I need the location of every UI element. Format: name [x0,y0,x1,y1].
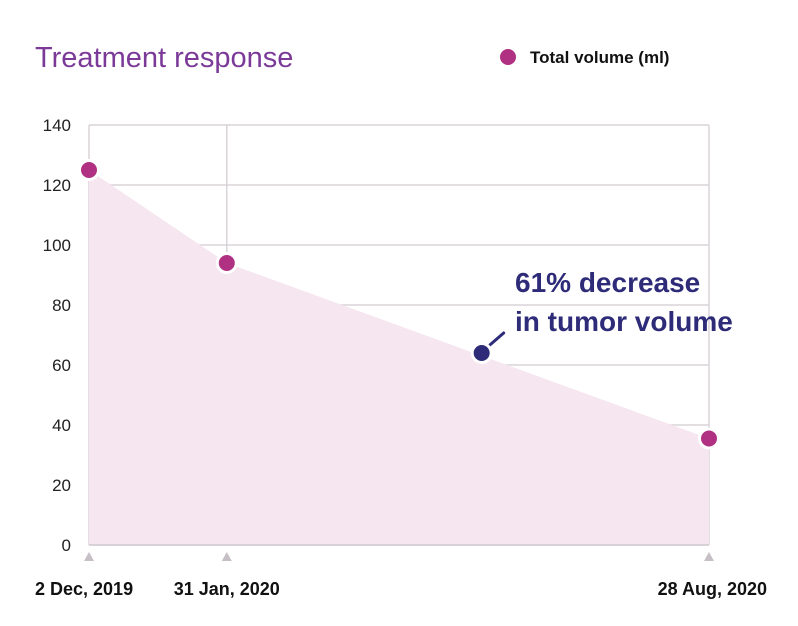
y-tick-label-40: 40 [52,416,71,435]
x-tick-label-270: 28 Aug, 2020 [658,579,767,599]
y-tick-label-140: 140 [43,116,71,135]
annotation-pointer-line [487,331,506,348]
axis-layer [84,544,714,561]
label-layer: 0 20 40 60 80 100 120 140 2 Dec, 2019 31 Jan, 202… [35,116,767,599]
x-tick-marker-270 [704,552,714,561]
chart-title: Treatment response [35,42,293,74]
data-point-2 [698,427,720,450]
point-layer [78,159,720,450]
x-tick-label-0: 2 Dec, 2019 [35,579,133,599]
area-layer [89,170,709,545]
y-tick-label-0: 0 [62,536,71,555]
y-tick-label-80: 80 [52,296,71,315]
y-tick-label-20: 20 [52,476,71,495]
legend-marker [500,49,516,65]
data-point-1 [215,252,238,274]
legend-label: Total volume (ml) [530,48,669,67]
annotation-point [470,342,493,364]
x-tick-marker-0 [84,552,94,561]
data-point-0 [78,159,100,181]
area-fill [89,170,709,545]
y-tick-label-120: 120 [43,176,71,195]
annotation-layer: 61% decrease in tumor volume [470,267,733,364]
annotation-text-line-2: in tumor volume [515,306,733,337]
y-tick-label-100: 100 [43,236,71,255]
annotation-text-line-1: 61% decrease [515,267,700,298]
y-tick-label-60: 60 [52,356,71,375]
x-tick-marker-60 [221,552,232,561]
x-tick-label-60: 31 Jan, 2020 [174,579,280,599]
